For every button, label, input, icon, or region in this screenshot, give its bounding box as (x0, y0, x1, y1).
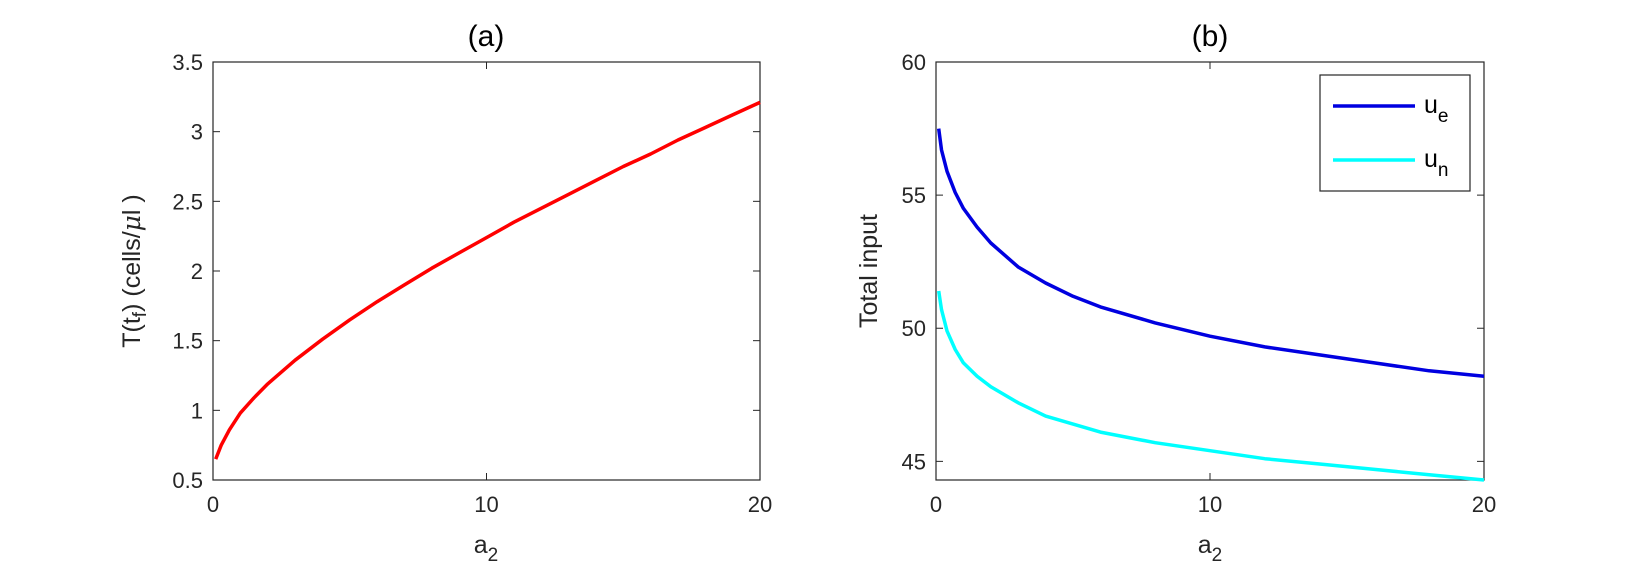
chart-panel-a: (a) 0 10 200.511.522.533.5 a2 T(tf) (cells… (117, 20, 772, 566)
x-tick-label-a: 20 (748, 492, 772, 517)
y-tick-label-a: 0.5 (172, 468, 203, 493)
legend-label-un-base: u (1424, 145, 1438, 173)
x-tick-label-b: 20 (1472, 492, 1496, 517)
legend-label-un-sub: n (1438, 160, 1449, 181)
legend-label-ue-base: u (1424, 91, 1438, 119)
y-tick-label-a: 1.5 (172, 329, 203, 354)
series-line-un (936, 290, 1485, 482)
y-tick-label-b: 55 (902, 183, 926, 208)
y-axis-label-a-part1: T(t (118, 317, 146, 348)
axis-ticks-b: 0 10 20 45 50 55 60 (902, 50, 1497, 517)
y-tick-label-b: 60 (902, 50, 926, 75)
series-lines-a (214, 100, 761, 460)
series-line-a-0 (214, 100, 761, 460)
legend-label-ue-sub: e (1438, 106, 1449, 127)
y-tick-label-a: 2 (191, 259, 203, 284)
x-tick-label-b: 10 (1198, 492, 1222, 517)
y-tick-label-a: 2.5 (172, 189, 203, 214)
x-tick-label-a: 0 (207, 492, 219, 517)
x-tick-label-a: 10 (474, 492, 498, 517)
y-tick-label-a: 3 (191, 120, 203, 145)
x-axis-label-a-base: a (474, 531, 488, 559)
legend-label-ue: ue (1424, 91, 1448, 127)
x-axis-label-b: a2 (1198, 531, 1222, 566)
y-axis-label-a-part3: l ) (118, 194, 146, 215)
y-axis-label-a-part2: ) (cells/ (118, 231, 146, 312)
y-axis-label-a-sub: f (130, 311, 151, 317)
series-line-ue (936, 128, 1485, 378)
x-axis-label-a: a2 (474, 531, 498, 566)
y-axis-label-a: T(tf) (cells/μl ) (117, 194, 151, 347)
legend-label-un: un (1424, 145, 1448, 181)
y-axis-label-b: Total input (855, 214, 883, 328)
legend-box (1319, 74, 1471, 192)
chart-title-b: (b) (1192, 20, 1229, 53)
y-tick-label-a: 3.5 (172, 50, 203, 75)
legend: ue un (1319, 74, 1471, 192)
y-tick-label-a: 1 (191, 398, 203, 423)
axis-ticks-a: 0 10 20 0.5 1 1.5 2 2.5 3 3.5 (172, 50, 772, 517)
plot-area-a (212, 61, 761, 481)
x-axis-label-a-sub: 2 (488, 545, 499, 566)
chart-title-a: (a) (468, 20, 505, 53)
x-axis-label-b-base: a (1198, 531, 1212, 559)
y-axis-label-a-mu: μ (117, 215, 146, 231)
y-tick-label-b: 45 (902, 449, 926, 474)
x-tick-label-b: 0 (930, 492, 942, 517)
series-lines-b (936, 128, 1485, 482)
y-tick-label-b: 50 (902, 316, 926, 341)
x-axis-label-b-sub: 2 (1212, 545, 1223, 566)
